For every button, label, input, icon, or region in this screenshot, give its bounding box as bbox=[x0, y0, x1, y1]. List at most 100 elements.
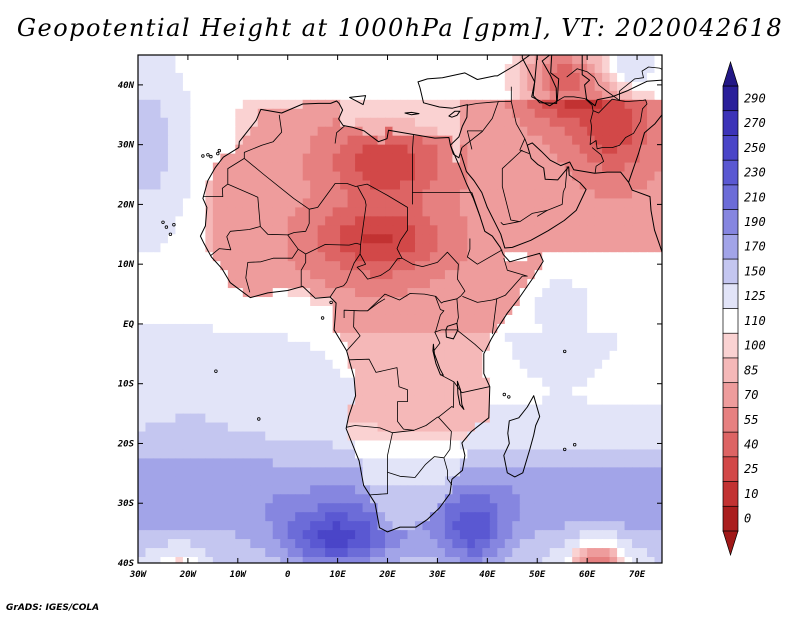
country-border bbox=[536, 188, 566, 217]
island bbox=[320, 316, 325, 320]
colorbar-segment bbox=[722, 456, 739, 483]
coastlines bbox=[161, 55, 662, 533]
country-border bbox=[556, 96, 593, 106]
colorbar-lower-arrow bbox=[722, 530, 739, 557]
colorbar-label: 125 bbox=[744, 289, 766, 303]
lon-tick-label: 0 bbox=[285, 570, 291, 580]
colorbar-label: 230 bbox=[744, 166, 766, 180]
colorbar-segment bbox=[722, 283, 739, 310]
country-border bbox=[346, 310, 361, 352]
colorbar-label: 150 bbox=[744, 264, 766, 278]
island bbox=[164, 225, 169, 229]
height-field bbox=[138, 55, 662, 563]
country-border bbox=[500, 221, 519, 226]
colorbar-upper-arrow bbox=[722, 60, 739, 87]
colorbar-label: 0 bbox=[744, 512, 751, 526]
country-border bbox=[467, 238, 503, 265]
lon-tick-label: 30E bbox=[428, 570, 446, 580]
island bbox=[209, 154, 213, 159]
island bbox=[563, 447, 567, 452]
colorbar-segment bbox=[722, 308, 739, 334]
country-border bbox=[367, 298, 386, 312]
colorbar-label: 290 bbox=[744, 91, 766, 105]
caspian-coastline bbox=[521, 55, 558, 104]
country-border bbox=[467, 101, 500, 106]
country-border bbox=[461, 101, 528, 148]
country-border bbox=[433, 332, 441, 352]
island bbox=[257, 417, 261, 421]
colorbar-label: 10 bbox=[744, 487, 758, 501]
island bbox=[573, 443, 577, 447]
lat-tick-label: 10S bbox=[118, 380, 135, 390]
country-border bbox=[244, 158, 466, 318]
island bbox=[217, 148, 221, 153]
colorbar-segment bbox=[722, 135, 739, 161]
country-border bbox=[462, 296, 498, 335]
lat-tick-label: EQ bbox=[123, 320, 134, 330]
colorbar-segment bbox=[722, 332, 739, 359]
lat-tick-label: 10N bbox=[118, 260, 135, 270]
colorbar-segment bbox=[722, 258, 739, 285]
colorbar-segment bbox=[722, 357, 739, 384]
country-border bbox=[501, 149, 548, 223]
cyprus-coastline bbox=[448, 110, 461, 118]
country-border bbox=[456, 298, 459, 324]
country-border bbox=[356, 253, 403, 280]
colorbar-segment bbox=[722, 233, 739, 260]
colorbar-label: 70 bbox=[744, 388, 758, 402]
island bbox=[216, 151, 220, 156]
chart-title: Geopotential Height at 1000hPa [gpm], VT… bbox=[16, 14, 784, 42]
country-border bbox=[260, 209, 310, 236]
colorbar-label: 100 bbox=[744, 339, 766, 353]
island bbox=[329, 300, 333, 305]
lon-tick-label: 30W bbox=[129, 570, 148, 580]
sinai-coastline bbox=[449, 145, 463, 159]
colorbar-segment bbox=[722, 382, 739, 409]
country-border bbox=[243, 114, 283, 159]
lon-tick-label: 10W bbox=[230, 570, 248, 580]
country-border bbox=[566, 68, 620, 101]
lake-malawi bbox=[456, 380, 465, 410]
colorbar-segment bbox=[722, 184, 739, 211]
lat-tick-label: 40N bbox=[118, 81, 135, 91]
country-border bbox=[349, 358, 455, 431]
colorbar-label: 250 bbox=[744, 141, 766, 155]
plot-frame bbox=[137, 54, 663, 564]
country-border bbox=[471, 192, 481, 218]
country-border bbox=[434, 329, 484, 353]
island bbox=[168, 232, 173, 236]
colorbar-label: 210 bbox=[744, 190, 766, 204]
crete-coastline bbox=[404, 111, 420, 116]
country-border bbox=[346, 425, 415, 434]
country-border bbox=[245, 234, 299, 293]
arabia-coastline bbox=[460, 142, 629, 249]
colorbar-label: 85 bbox=[744, 363, 758, 377]
colorbar-label: 25 bbox=[744, 462, 758, 476]
colorbar-segment bbox=[722, 85, 739, 112]
island bbox=[214, 369, 218, 373]
colorbar-segment bbox=[722, 431, 739, 458]
country-border bbox=[203, 158, 245, 197]
country-border bbox=[443, 457, 453, 485]
colorbar-segment bbox=[722, 209, 739, 235]
lat-tick-label: 40S bbox=[118, 559, 135, 569]
lat-tick-label: 30S bbox=[117, 499, 135, 509]
country-border bbox=[387, 416, 452, 478]
lat-tick-label: 20N bbox=[117, 200, 135, 210]
colorbar-label: 270 bbox=[744, 116, 766, 130]
lon-tick-label: 20E bbox=[378, 570, 396, 580]
country-border bbox=[440, 374, 490, 394]
island bbox=[563, 349, 567, 354]
island bbox=[172, 222, 176, 227]
lon-tick-label: 70E bbox=[629, 570, 646, 580]
country-border bbox=[297, 248, 307, 287]
lon-tick-label: 50E bbox=[529, 570, 546, 580]
colorbar-segment bbox=[722, 407, 739, 433]
island bbox=[502, 392, 506, 397]
country-border bbox=[334, 125, 346, 144]
country-border bbox=[370, 455, 388, 496]
colorbar-segment bbox=[722, 110, 739, 137]
country-border bbox=[467, 130, 483, 150]
